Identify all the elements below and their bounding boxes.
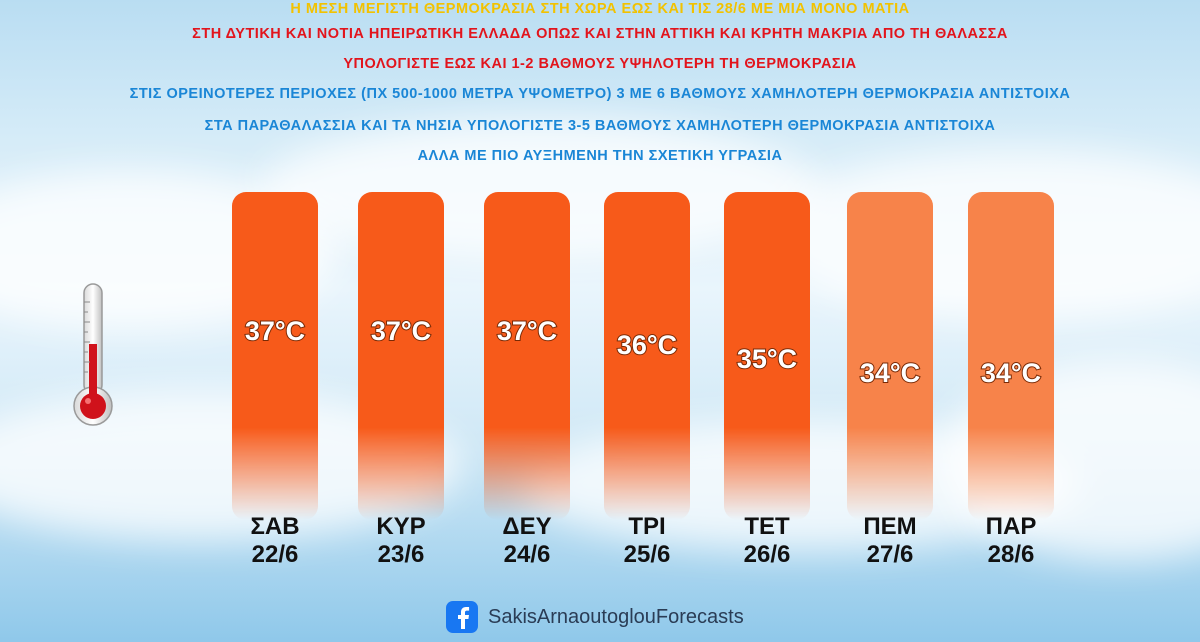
date-label: 28/6 xyxy=(988,541,1035,568)
date-label: 24/6 xyxy=(504,541,551,568)
bar-ΤΕΤ xyxy=(724,192,810,520)
bar-ΔΕΥ xyxy=(484,192,570,520)
data-label: 37°C xyxy=(497,316,557,346)
data-label: 34°C xyxy=(981,358,1041,388)
day-name-label: ΠΕΜ xyxy=(863,513,916,540)
day-name-label: ΣΑΒ xyxy=(250,513,299,540)
bar-ΤΡΙ xyxy=(604,192,690,520)
day-name-label: ΔΕΥ xyxy=(502,513,551,540)
headline-line-6: ΑΛΛΑ ΜΕ ΠΙΟ ΑΥΞΗΜΕΝΗ ΤΗΝ ΣΧΕΤΙΚΗ ΥΓΡΑΣΙΑ xyxy=(417,148,783,164)
thermometer-mercury xyxy=(89,344,97,400)
headline-line-4: ΣΤΙΣ ΟΡΕΙΝΟΤΕΡΕΣ ΠΕΡΙΟΧΕΣ (ΠΧ 500-1000 Μ… xyxy=(129,86,1071,102)
data-label-group: 37°C 37°C 37°C 36°C 35°C 34°C 34°C xyxy=(244,315,1042,389)
data-label: 37°C xyxy=(245,316,305,346)
date-label: 25/6 xyxy=(624,541,671,568)
date-label: 26/6 xyxy=(744,541,791,568)
facebook-icon[interactable] xyxy=(446,601,478,633)
bar-ΠΑΡ xyxy=(968,192,1054,520)
date-label: 23/6 xyxy=(378,541,425,568)
headline-line-5: ΣΤΑ ΠΑΡΑΘΑΛΑΣΣΙΑ ΚΑΙ ΤΑ ΝΗΣΙΑ ΥΠΟΛΟΓΙΣΤΕ… xyxy=(204,118,996,134)
bar-ΣΑΒ xyxy=(232,192,318,520)
day-name-label: ΚΥΡ xyxy=(376,513,425,540)
day-name-label: ΤΕΤ xyxy=(744,513,790,540)
data-label: 34°C xyxy=(860,358,920,388)
footer-credit: SakisArnaoutoglouForecasts xyxy=(446,600,744,634)
bar-ΠΕΜ xyxy=(847,192,933,520)
headline-line-3: ΥΠΟΛΟΓΙΣΤΕ ΕΩΣ ΚΑΙ 1-2 ΒΑΘΜΟΥΣ ΥΨΗΛΟΤΕΡΗ… xyxy=(343,56,857,72)
bar-ΚΥΡ xyxy=(358,192,444,520)
data-label: 37°C xyxy=(371,316,431,346)
data-label: 36°C xyxy=(617,330,677,360)
footer-page-name[interactable]: SakisArnaoutoglouForecasts xyxy=(488,605,744,628)
day-name-label: ΠΑΡ xyxy=(986,513,1037,540)
headline-line-1: Η ΜΕΣΗ ΜΕΓΙΣΤΗ ΘΕΡΜΟΚΡΑΣΙΑ ΣΤΗ ΧΩΡΑ ΕΩΣ … xyxy=(290,1,910,17)
bar-group xyxy=(232,192,1054,520)
data-label: 35°C xyxy=(737,344,797,374)
headline-line-2: ΣΤΗ ΔΥΤΙΚΗ ΚΑΙ ΝΟΤΙΑ ΗΠΕΙΡΩΤΙΚΗ ΕΛΛΑΔΑ Ο… xyxy=(192,26,1008,42)
day-name-label: ΤΡΙ xyxy=(628,513,665,540)
date-label: 27/6 xyxy=(867,541,914,568)
date-label: 22/6 xyxy=(252,541,299,568)
thermometer-icon xyxy=(73,283,113,426)
